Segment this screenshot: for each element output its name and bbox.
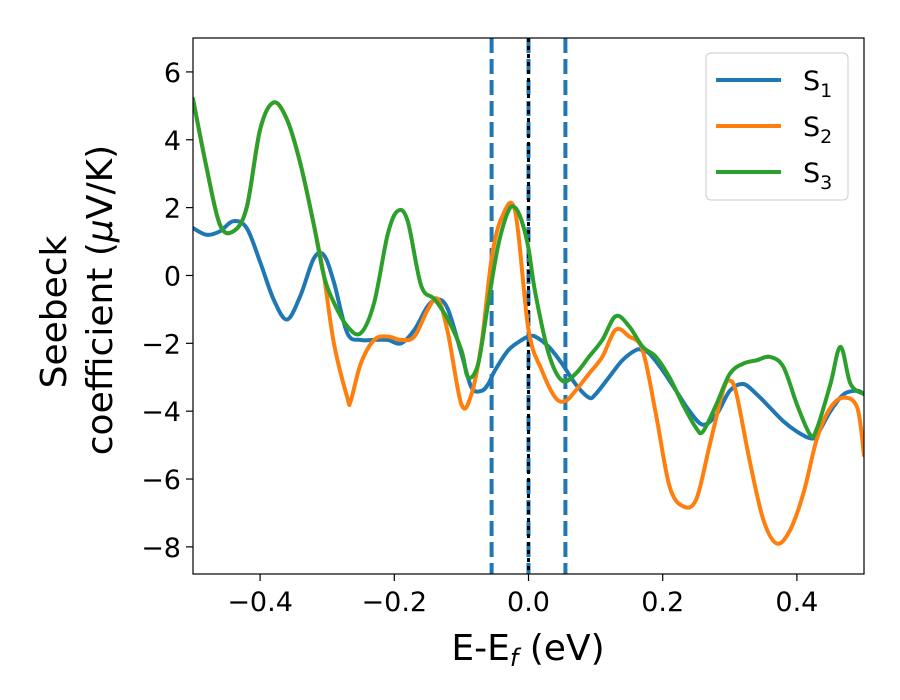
reference-lines: [489, 38, 568, 574]
y-tick-label: −4: [141, 397, 181, 428]
y-tick-label: 2: [164, 194, 181, 225]
legend-label-s2: S2: [803, 112, 832, 148]
y-tick-label: 0: [164, 261, 181, 292]
series-line-s3: [193, 97, 864, 439]
y-tick-label: −2: [141, 329, 181, 360]
x-tick-label: 0.0: [507, 587, 550, 618]
y-axis-label-line-2: coefficient (μV/K): [80, 145, 121, 455]
y-axis-ticks: 6 4 2 0 −2 −4 −6 −8: [141, 58, 193, 564]
x-tick-label: −0.4: [227, 587, 293, 618]
x-tick-label: 0.2: [641, 587, 684, 618]
y-axis-label-line-1: Seebeck: [34, 235, 75, 388]
y-tick-label: 4: [164, 126, 181, 157]
legend-label-s1: S1: [803, 66, 832, 102]
x-tick-label: 0.4: [775, 587, 818, 618]
x-tick-label: −0.2: [362, 587, 428, 618]
x-axis-ticks: −0.4 −0.2 0.0 0.2 0.4: [227, 574, 818, 618]
y-tick-label: −8: [141, 533, 181, 564]
y-tick-label: 6: [164, 58, 181, 89]
y-tick-label: −6: [141, 465, 181, 496]
x-axis-label: E-Ef (eV): [451, 628, 604, 672]
series-lines: [193, 97, 864, 546]
y-axis-label: Seebeck coefficient (μV/K): [34, 145, 121, 455]
